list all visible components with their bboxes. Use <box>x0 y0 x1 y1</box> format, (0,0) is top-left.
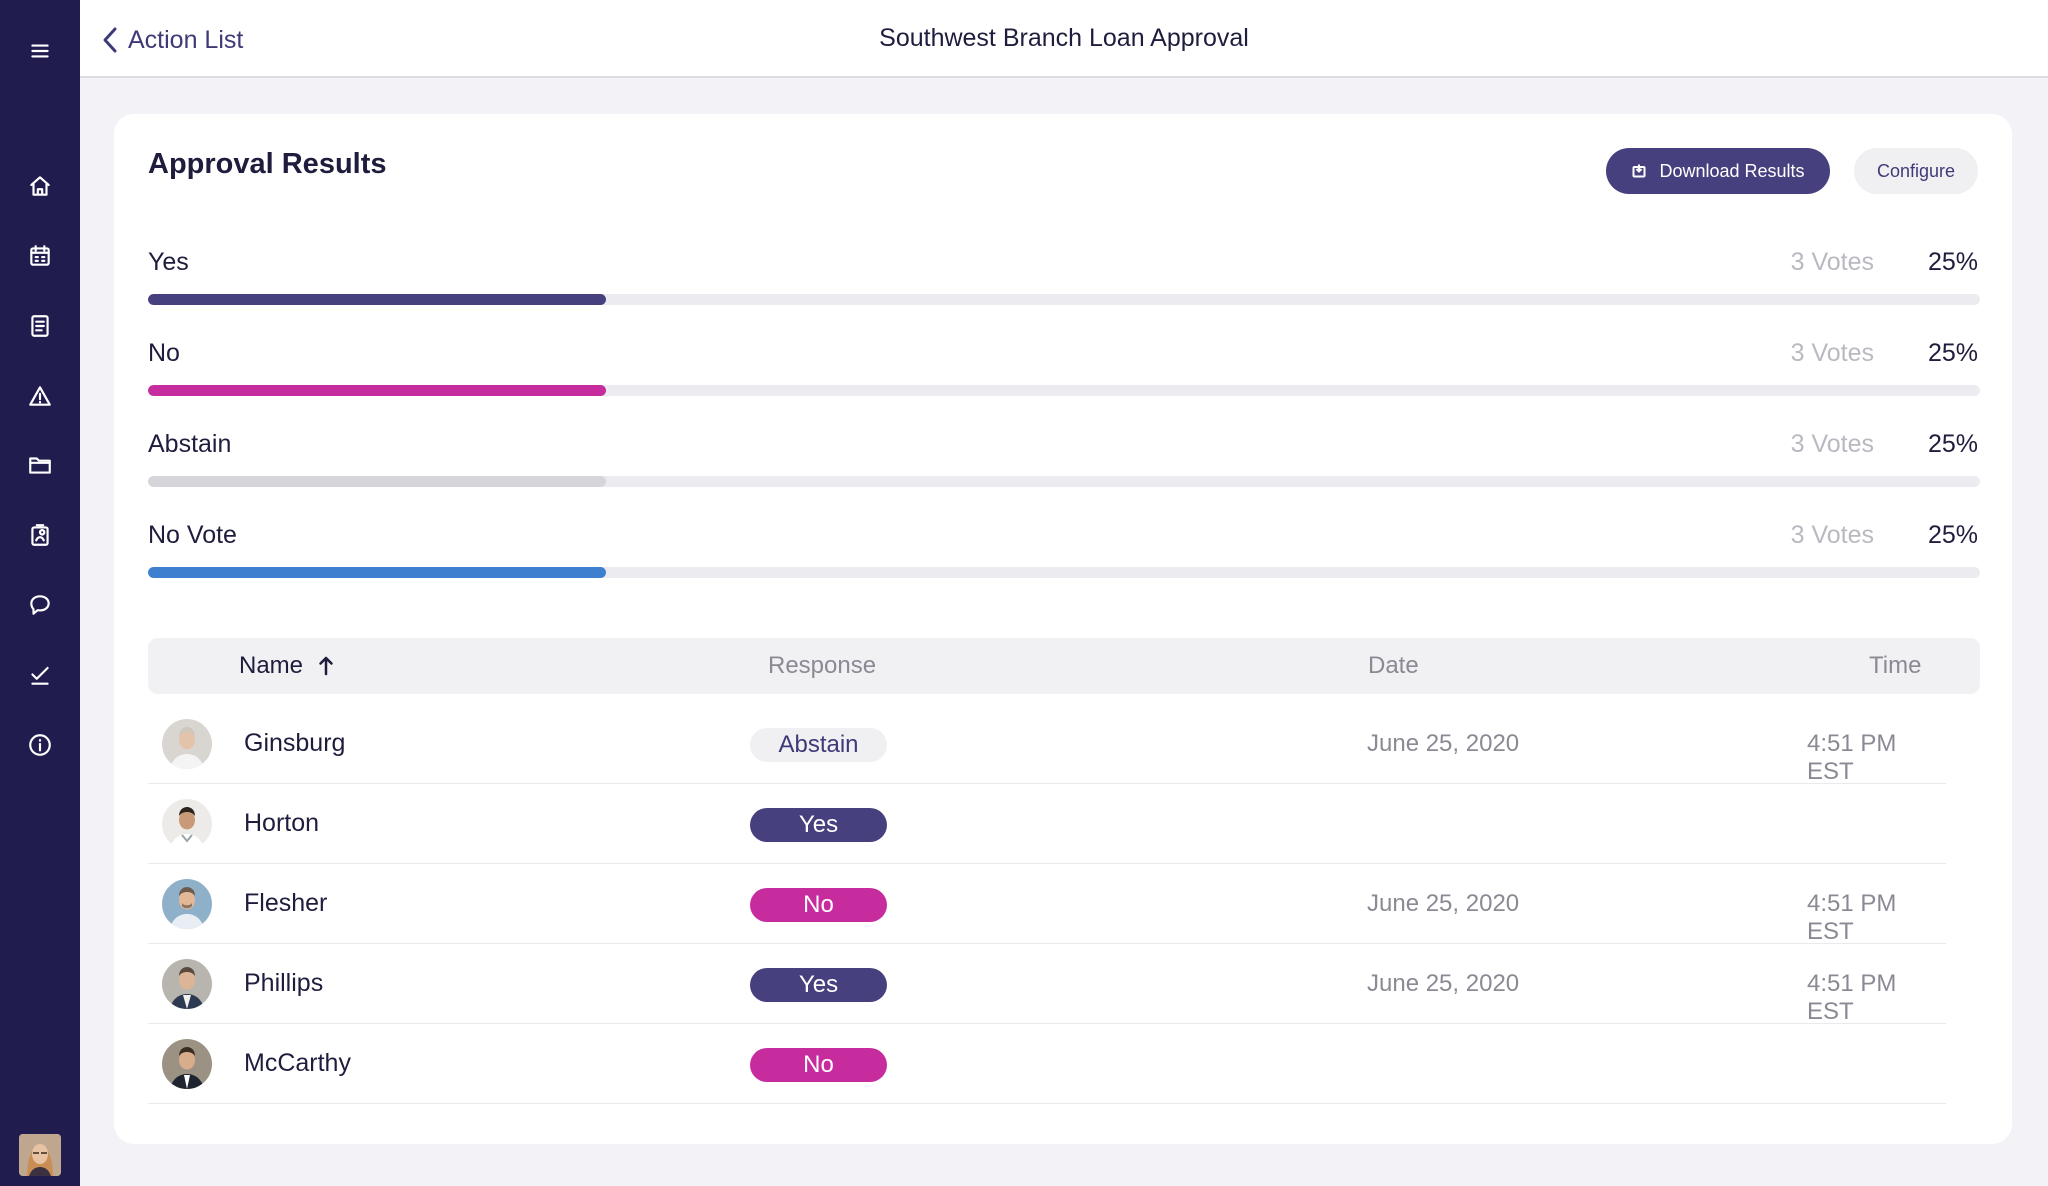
response-badge: Yes <box>750 968 887 1002</box>
menu-icon[interactable] <box>20 31 60 71</box>
result-row-no-vote: No Vote 3 Votes 25% <box>148 513 1980 593</box>
top-bar: Action List Southwest Branch Loan Approv… <box>80 0 2048 78</box>
result-label: Yes <box>148 248 189 276</box>
avatar <box>162 1039 212 1089</box>
row-name: Flesher <box>244 889 328 917</box>
result-bar-track <box>148 294 1980 305</box>
result-votes: 3 Votes <box>1790 248 1874 276</box>
row-date: June 25, 2020 <box>1367 730 1520 757</box>
row-time: 4:51 PM EST <box>1807 890 1897 945</box>
response-badge: Abstain <box>750 728 887 762</box>
result-row-yes: Yes 3 Votes 25% <box>148 240 1980 320</box>
download-icon <box>1632 164 1646 178</box>
result-bar-fill <box>148 567 606 578</box>
avatar <box>162 799 212 849</box>
contacts-icon[interactable] <box>20 515 60 555</box>
row-name: McCarthy <box>244 1049 351 1077</box>
approval-results-card: Approval Results Download Results Config… <box>114 114 2012 1144</box>
response-badge: No <box>750 888 887 922</box>
user-avatar[interactable] <box>19 1134 61 1176</box>
result-votes: 3 Votes <box>1790 430 1874 458</box>
checkmark-icon[interactable] <box>20 655 60 695</box>
column-header-name[interactable]: Name <box>239 652 335 680</box>
configure-button[interactable]: Configure <box>1854 148 1978 194</box>
result-votes: 3 Votes <box>1790 339 1874 367</box>
column-header-response[interactable]: Response <box>768 652 877 679</box>
row-time: 4:51 PM EST <box>1807 970 1897 1025</box>
table-row[interactable]: Ginsburg Abstain June 25, 2020 4:51 PM E… <box>148 704 1946 785</box>
calendar-icon[interactable] <box>20 236 60 276</box>
back-link-label: Action List <box>128 25 244 54</box>
result-bar-fill <box>148 385 606 396</box>
table-row[interactable]: Horton Yes <box>148 784 1946 864</box>
table-row[interactable]: Phillips Yes June 25, 2020 4:51 PM EST <box>148 944 1946 1025</box>
result-label: No <box>148 339 180 367</box>
result-row-abstain: Abstain 3 Votes 25% <box>148 422 1980 502</box>
result-bar-fill <box>148 476 606 487</box>
home-icon[interactable] <box>20 166 60 206</box>
result-percent: 25% <box>1927 339 1978 367</box>
result-percent: 25% <box>1927 430 1978 458</box>
result-bar-fill <box>148 294 606 305</box>
back-link[interactable]: Action List <box>100 20 243 60</box>
result-bar-track <box>148 385 1980 396</box>
row-name: Phillips <box>244 969 324 997</box>
result-row-no: No 3 Votes 25% <box>148 331 1980 411</box>
download-results-button[interactable]: Download Results <box>1606 148 1830 194</box>
sidebar <box>0 0 80 1186</box>
result-bar-track <box>148 567 1980 578</box>
column-header-time[interactable]: Time <box>1869 652 1922 679</box>
document-icon[interactable] <box>20 306 60 346</box>
row-name: Ginsburg <box>244 729 346 757</box>
row-time: 4:51 PM EST <box>1807 730 1897 785</box>
result-votes: 3 Votes <box>1790 521 1874 549</box>
chat-icon[interactable] <box>20 585 60 625</box>
page-title: Southwest Branch Loan Approval <box>879 24 1249 52</box>
table-row[interactable]: Flesher No June 25, 2020 4:51 PM EST <box>148 864 1946 945</box>
result-label: No Vote <box>148 521 237 549</box>
folder-icon[interactable] <box>20 445 60 485</box>
warning-icon[interactable] <box>20 376 60 416</box>
column-header-date[interactable]: Date <box>1368 652 1419 679</box>
result-label: Abstain <box>148 430 232 458</box>
avatar <box>162 879 212 929</box>
card-title: Approval Results <box>148 148 387 180</box>
avatar <box>162 719 212 769</box>
row-date: June 25, 2020 <box>1367 970 1520 997</box>
column-header-name-label: Name <box>239 652 304 679</box>
avatar <box>162 959 212 1009</box>
response-badge: No <box>750 1048 887 1082</box>
result-bar-track <box>148 476 1980 487</box>
download-results-label: Download Results <box>1659 160 1805 181</box>
table-row[interactable]: McCarthy No <box>148 1024 1946 1104</box>
row-date: June 25, 2020 <box>1367 890 1520 917</box>
sort-ascending-icon <box>319 656 333 676</box>
table-header: Name Response Date Time <box>148 638 1980 694</box>
info-icon[interactable] <box>20 725 60 765</box>
response-badge: Yes <box>750 808 887 842</box>
row-name: Horton <box>244 809 320 837</box>
result-percent: 25% <box>1927 521 1978 549</box>
result-percent: 25% <box>1927 248 1978 276</box>
chevron-left-icon <box>103 27 117 53</box>
